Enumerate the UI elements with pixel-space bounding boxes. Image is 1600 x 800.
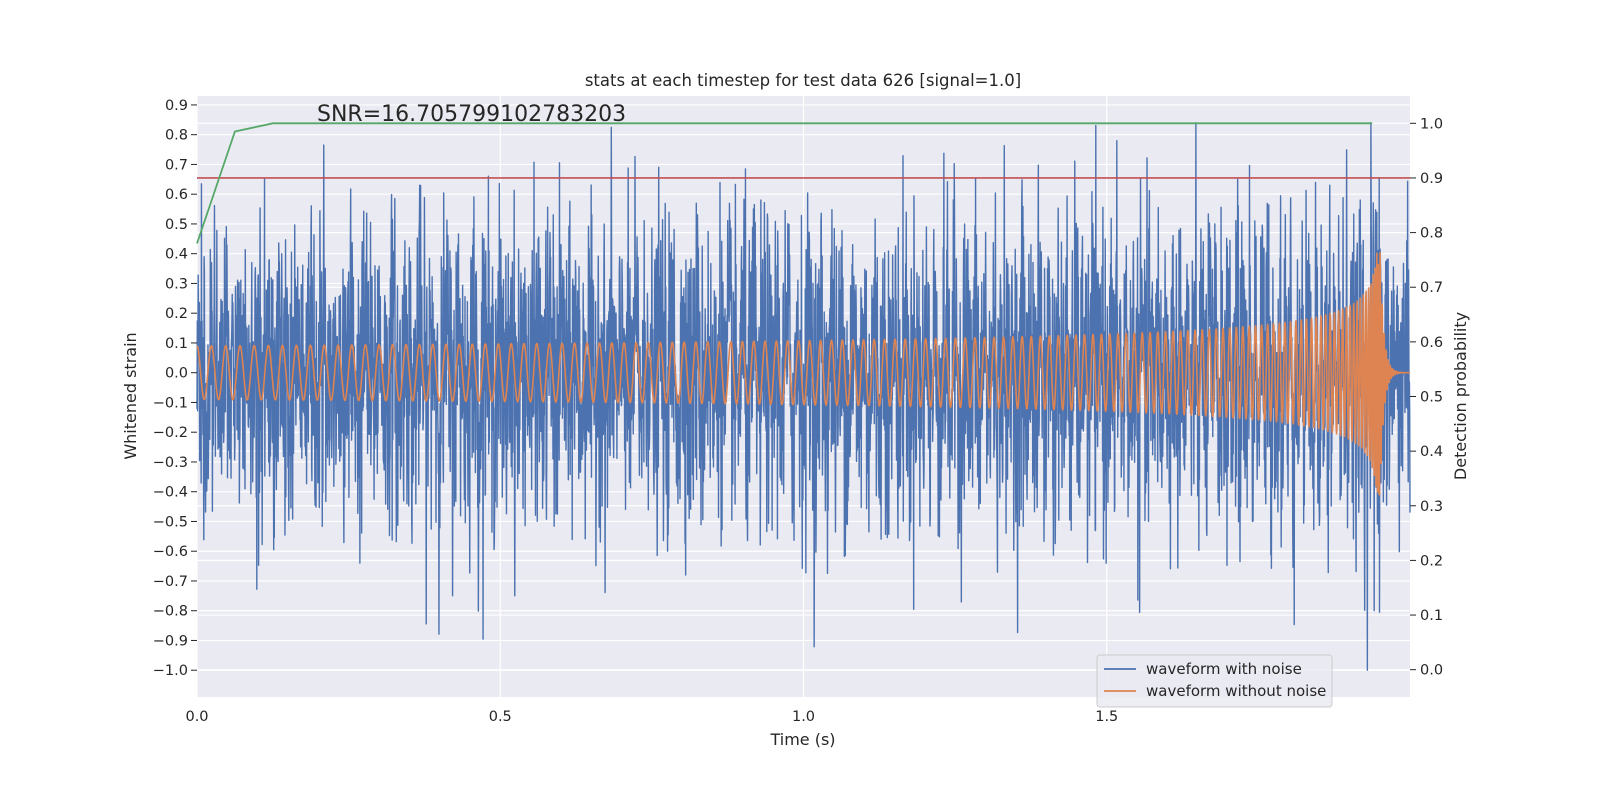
y-tick-label: −0.2 bbox=[153, 425, 188, 441]
y-tick-label: 0.1 bbox=[165, 336, 188, 352]
y-axis-label: Whitened strain bbox=[121, 332, 140, 459]
y-tick-label: −0.5 bbox=[153, 514, 188, 530]
series-line-waveform-with-noise bbox=[196, 122, 1411, 671]
y-tick-label: −0.6 bbox=[153, 544, 188, 560]
y-tick-label: 0.5 bbox=[165, 217, 188, 233]
y-tick-label: 0.8 bbox=[165, 128, 188, 144]
y2-tick-label: 0.0 bbox=[1420, 663, 1443, 679]
legend-box bbox=[1096, 654, 1333, 708]
y2-tick-label: 0.1 bbox=[1420, 608, 1443, 624]
y-tick-label: −0.7 bbox=[153, 574, 188, 590]
snr-annotation: SNR=16.705799102783203 bbox=[317, 102, 626, 127]
y-tick-label: −0.1 bbox=[153, 395, 188, 411]
y-tick-label: −0.8 bbox=[153, 604, 188, 620]
y2-ticks: 1.0 0.9 0.8 0.7 0.6 0.5 0.4 0.3 0.2 0.1 0.0 bbox=[1410, 116, 1443, 679]
y2-tick-label: 0.9 bbox=[1420, 171, 1443, 187]
x-axis-label: Time (s) bbox=[769, 730, 835, 749]
y-tick-label: 0.2 bbox=[165, 306, 188, 322]
y-tick-label: 0.3 bbox=[165, 276, 188, 292]
y2-axis-label: Detection probability bbox=[1451, 312, 1470, 480]
y-tick-label: −1.0 bbox=[153, 663, 188, 679]
legend-label-noise: waveform with noise bbox=[1146, 660, 1302, 678]
x-tick-label: 0.5 bbox=[489, 709, 512, 725]
plot-lines bbox=[196, 122, 1411, 671]
y-tick-label: 0.4 bbox=[165, 247, 188, 263]
y2-tick-label: 0.5 bbox=[1420, 390, 1443, 406]
chart-title: stats at each timestep for test data 626… bbox=[585, 71, 1021, 90]
x-ticks: 0.0 0.5 1.0 1.5 bbox=[185, 709, 1118, 725]
y-tick-label: −0.4 bbox=[153, 485, 188, 501]
y2-tick-label: 0.2 bbox=[1420, 553, 1443, 569]
y2-tick-label: 0.3 bbox=[1420, 499, 1443, 515]
y-ticks: 0.9 0.8 0.7 0.6 0.5 0.4 0.3 0.2 0.1 0.0 −0.1 −0.2 −0… bbox=[153, 98, 197, 679]
legend: waveform with noise waveform without noi… bbox=[1096, 654, 1333, 708]
y-tick-label: −0.9 bbox=[153, 633, 188, 649]
legend-label-clean: waveform without noise bbox=[1146, 682, 1326, 700]
y-tick-label: 0.0 bbox=[165, 366, 188, 382]
y2-tick-label: 0.7 bbox=[1420, 280, 1443, 296]
y2-tick-label: 0.4 bbox=[1420, 444, 1443, 460]
y2-tick-label: 1.0 bbox=[1420, 116, 1443, 132]
y2-tick-label: 0.8 bbox=[1420, 226, 1443, 242]
y-tick-label: 0.9 bbox=[165, 98, 188, 114]
series-line-detection-probability bbox=[196, 122, 1373, 244]
y2-tick-label: 0.6 bbox=[1420, 335, 1443, 351]
series-line-waveform-without-noise bbox=[196, 252, 1411, 496]
y-tick-label: 0.7 bbox=[165, 157, 188, 173]
y-tick-label: 0.6 bbox=[165, 187, 188, 203]
x-tick-label: 0.0 bbox=[185, 709, 208, 725]
x-tick-label: 1.0 bbox=[792, 709, 815, 725]
x-tick-label: 1.5 bbox=[1095, 709, 1118, 725]
y-tick-label: −0.3 bbox=[153, 455, 188, 471]
